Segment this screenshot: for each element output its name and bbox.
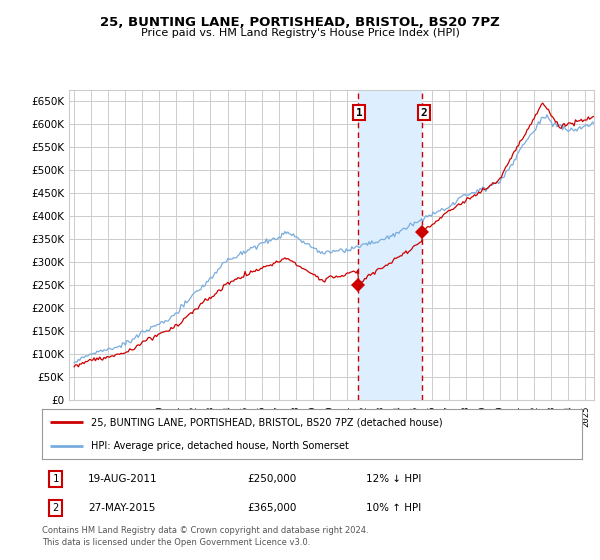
Text: 1: 1	[356, 108, 363, 118]
Text: This data is licensed under the Open Government Licence v3.0.: This data is licensed under the Open Gov…	[42, 538, 310, 547]
Text: 25, BUNTING LANE, PORTISHEAD, BRISTOL, BS20 7PZ: 25, BUNTING LANE, PORTISHEAD, BRISTOL, B…	[100, 16, 500, 29]
Text: £250,000: £250,000	[247, 474, 296, 484]
Text: 27-MAY-2015: 27-MAY-2015	[88, 503, 155, 513]
Bar	[358, 90, 422, 400]
Text: 25, BUNTING LANE, PORTISHEAD, BRISTOL, BS20 7PZ (detached house): 25, BUNTING LANE, PORTISHEAD, BRISTOL, B…	[91, 417, 442, 427]
Text: 10% ↑ HPI: 10% ↑ HPI	[366, 503, 421, 513]
Text: 12% ↓ HPI: 12% ↓ HPI	[366, 474, 421, 484]
Text: £365,000: £365,000	[247, 503, 296, 513]
Text: HPI: Average price, detached house, North Somerset: HPI: Average price, detached house, Nort…	[91, 441, 349, 451]
Text: 19-AUG-2011: 19-AUG-2011	[88, 474, 158, 484]
Text: Contains HM Land Registry data © Crown copyright and database right 2024.: Contains HM Land Registry data © Crown c…	[42, 526, 368, 535]
Text: 2: 2	[52, 503, 59, 513]
Text: 2: 2	[421, 108, 427, 118]
Text: 1: 1	[52, 474, 59, 484]
Text: Price paid vs. HM Land Registry's House Price Index (HPI): Price paid vs. HM Land Registry's House …	[140, 28, 460, 38]
